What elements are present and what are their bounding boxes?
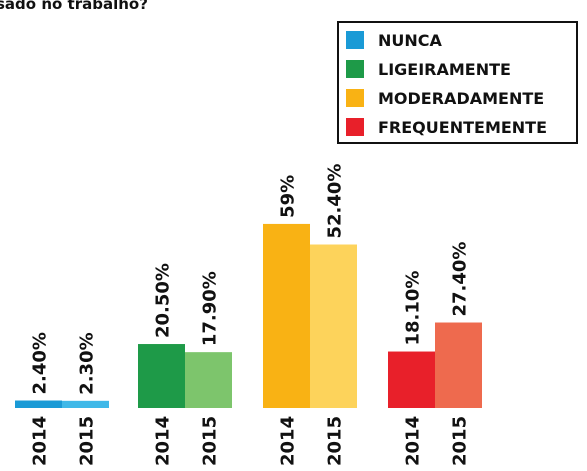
data-label: 17.90%	[200, 271, 221, 346]
chart-title: sado no trabalho?	[0, 0, 148, 13]
data-label: 2.30%	[77, 332, 98, 394]
x-tick-label: 2014	[30, 416, 51, 466]
legend-label: FREQUENTEMENTE	[378, 118, 547, 137]
x-tick-label: 2014	[278, 416, 299, 466]
bar	[185, 352, 232, 408]
x-tick-label: 2014	[403, 416, 424, 466]
legend-label: LIGEIRAMENTE	[378, 60, 511, 79]
x-tick-label: 2015	[77, 416, 98, 466]
x-tick-label: 2014	[153, 416, 174, 466]
legend-swatch	[346, 118, 364, 136]
legend-swatch	[346, 60, 364, 78]
data-label: 2.40%	[30, 332, 51, 394]
bar	[388, 351, 435, 408]
data-label: 59%	[278, 175, 299, 218]
x-tick-label: 2015	[200, 416, 221, 466]
legend-label: MODERADAMENTE	[378, 89, 544, 108]
x-tick-label: 2015	[325, 416, 346, 466]
bar	[62, 400, 109, 408]
bar	[138, 344, 185, 408]
legend-swatch	[346, 89, 364, 107]
bar	[435, 322, 482, 408]
bar	[263, 223, 310, 408]
data-label: 18.10%	[403, 271, 424, 346]
bar	[310, 244, 357, 408]
data-label: 20.50%	[153, 263, 174, 338]
data-label: 27.40%	[450, 242, 471, 317]
data-label: 52.40%	[325, 164, 346, 239]
legend-swatch	[346, 31, 364, 49]
legend-box	[337, 21, 578, 144]
x-tick-label: 2015	[450, 416, 471, 466]
legend-label: NUNCA	[378, 31, 443, 50]
bar	[15, 400, 62, 408]
